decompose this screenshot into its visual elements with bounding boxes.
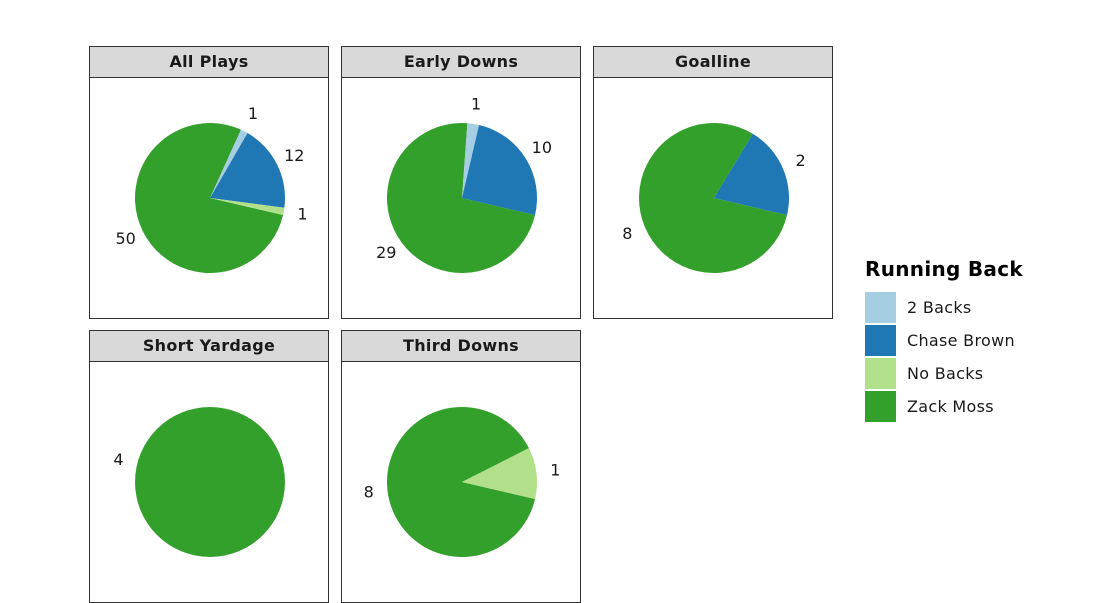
legend-label: Chase Brown xyxy=(907,331,1015,350)
pie-chart: 4 xyxy=(113,407,285,557)
slice-value-label: 1 xyxy=(297,204,307,223)
facet-panel-all-plays: All Plays 50 1 12 1 xyxy=(89,46,329,319)
facet-panel-early-downs: Early Downs 29 1 10 xyxy=(341,46,581,319)
pie-slice-zack-moss xyxy=(135,123,284,273)
facet-title: Goalline xyxy=(593,46,833,78)
pie-plot-area: 29 1 10 xyxy=(341,77,581,319)
legend-swatch xyxy=(865,391,896,422)
slice-value-label: 1 xyxy=(471,95,481,114)
pie-plot-area: 4 xyxy=(89,361,329,603)
slice-value-label: 4 xyxy=(113,450,123,469)
legend-title: Running Back xyxy=(865,257,1023,281)
pie-slice-2-backs xyxy=(462,123,480,198)
pie-chart: 82 xyxy=(622,123,806,273)
pie-chart: 29 1 10 xyxy=(376,95,552,273)
chart-legend: Running Back 2 Backs Chase Brown No Back… xyxy=(865,257,1023,423)
slice-value-label: 8 xyxy=(364,483,374,502)
facet-title: All Plays xyxy=(89,46,329,78)
pie-slice-2-backs xyxy=(210,129,248,198)
pie-plot-area: 50 1 12 1 xyxy=(89,77,329,319)
facet-title: Third Downs xyxy=(341,330,581,362)
pie-slice-chase-brown xyxy=(714,133,789,216)
pie-slice-zack-moss xyxy=(639,123,788,273)
pie-slice-chase-brown xyxy=(462,124,537,216)
legend-swatch xyxy=(865,358,896,389)
pie-slice-zack-moss xyxy=(135,407,285,557)
pie-slice-no-backs xyxy=(210,198,285,216)
pie-chart: 50 1 12 1 xyxy=(116,104,308,273)
facet-panel-short-yardage: Short Yardage 4 xyxy=(89,330,329,603)
legend-swatch xyxy=(865,292,896,323)
legend-item-2-backs: 2 Backs xyxy=(865,291,1023,324)
legend-item-no-backs: No Backs xyxy=(865,357,1023,390)
legend-label: No Backs xyxy=(907,364,984,383)
slice-value-label: 2 xyxy=(796,151,806,170)
legend-label: Zack Moss xyxy=(907,397,994,416)
pie-chart: 81 xyxy=(364,407,560,557)
slice-value-label: 50 xyxy=(116,229,136,248)
pie-slice-zack-moss xyxy=(387,407,536,557)
slice-value-label: 1 xyxy=(550,460,560,479)
legend-swatch xyxy=(865,325,896,356)
slice-value-label: 1 xyxy=(248,104,258,123)
slice-value-label: 12 xyxy=(284,146,304,165)
pie-slice-zack-moss xyxy=(387,122,536,273)
facet-title: Early Downs xyxy=(341,46,581,78)
legend-item-zack-moss: Zack Moss xyxy=(865,390,1023,423)
pie-slice-no-backs xyxy=(462,448,537,500)
pie-slice-chase-brown xyxy=(210,133,285,208)
legend-label: 2 Backs xyxy=(907,298,972,317)
legend-item-chase-brown: Chase Brown xyxy=(865,324,1023,357)
slice-value-label: 29 xyxy=(376,243,396,262)
facet-title: Short Yardage xyxy=(89,330,329,362)
slice-value-label: 10 xyxy=(532,138,552,157)
slice-value-label: 8 xyxy=(622,224,632,243)
